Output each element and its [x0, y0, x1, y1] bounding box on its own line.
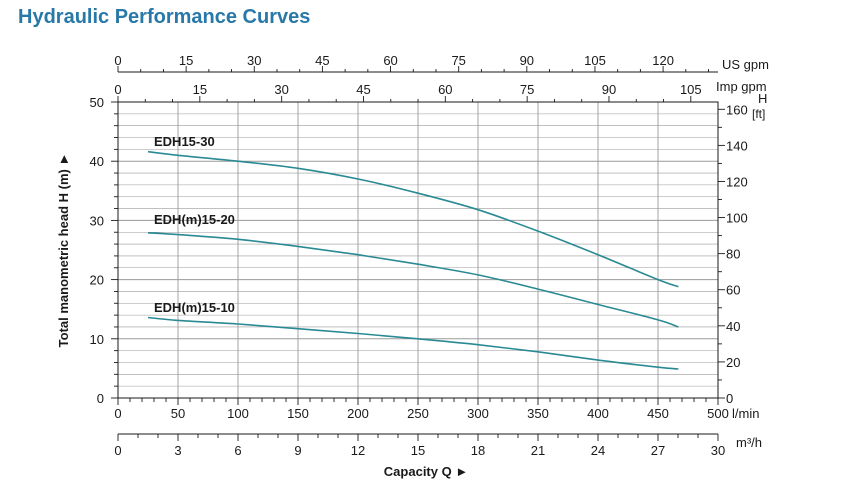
y-right-unit-sublabel: [ft]: [752, 107, 765, 121]
x-usgpm-tick-label: 90: [520, 53, 534, 68]
y-right-tick-label: 80: [726, 247, 740, 262]
y-right-tick-label: 60: [726, 283, 740, 298]
x-tick-label: 400: [587, 406, 609, 421]
y-tick-label: 0: [97, 391, 104, 406]
x-tick-label: 450: [647, 406, 669, 421]
performance-curves: [147, 150, 679, 370]
x-usgpm-tick-label: 60: [383, 53, 397, 68]
curve-label: EDH(m)15-20: [154, 212, 235, 227]
x-impgpm-tick-label: 105: [680, 82, 702, 97]
x-tick-label: 200: [347, 406, 369, 421]
x-tick-label: 50: [171, 406, 185, 421]
x-m3h-tick-label: 6: [234, 443, 241, 458]
x-impgpm-tick-label: 60: [438, 82, 452, 97]
x-usgpm-unit-label: US gpm: [722, 57, 769, 72]
x-usgpm-tick-label: 75: [451, 53, 465, 68]
y-tick-label: 50: [90, 95, 104, 110]
x-m3h-unit-label: m³/h: [736, 435, 762, 450]
y-tick-label: 20: [90, 273, 104, 288]
y-right-tick-label: 140: [726, 138, 748, 153]
x-m3h-tick-label: 0: [114, 443, 121, 458]
x-tick-label: 250: [407, 406, 429, 421]
curve-2: [147, 232, 679, 328]
y-right-tick-label: 120: [726, 174, 748, 189]
x-impgpm-tick-label: 90: [602, 82, 616, 97]
x-unit-label: l/min: [732, 406, 759, 421]
curve-1: [147, 150, 679, 288]
y-right-tick-label: 160: [726, 102, 748, 117]
x-m3h-tick-label: 30: [711, 443, 725, 458]
x-impgpm-unit-label: Imp gpm: [716, 79, 767, 94]
x-m3h-tick-label: 18: [471, 443, 485, 458]
x-tick-label: 300: [467, 406, 489, 421]
x-tick-label: 350: [527, 406, 549, 421]
y-tick-label: 10: [90, 332, 104, 347]
x-m3h-tick-label: 3: [174, 443, 181, 458]
y-right-tick-label: 40: [726, 319, 740, 334]
y-right-unit-label: H: [758, 91, 767, 106]
y-right-tick-label: 100: [726, 211, 748, 226]
x-m3h-tick-label: 15: [411, 443, 425, 458]
x-tick-label: 100: [227, 406, 249, 421]
curve-label: EDH(m)15-10: [154, 300, 235, 315]
x-m3h-tick-label: 27: [651, 443, 665, 458]
x-impgpm-tick-label: 0: [114, 82, 121, 97]
y-tick-label: 30: [90, 213, 104, 228]
grid-major-lines: [118, 102, 718, 398]
page-title: Hydraulic Performance Curves: [18, 6, 311, 28]
curve-3: [147, 316, 679, 370]
x-m3h-tick-label: 12: [351, 443, 365, 458]
y-tick-label: 40: [90, 154, 104, 169]
x-tick-label: 500: [707, 406, 729, 421]
x-axis-title: Capacity Q ►: [384, 464, 468, 479]
y-axis-title: Total manometric head H (m) ►: [56, 153, 71, 348]
x-m3h-tick-label: 9: [294, 443, 301, 458]
x-usgpm-tick-label: 45: [315, 53, 329, 68]
x-impgpm-tick-label: 15: [193, 82, 207, 97]
axis-ticks: [111, 66, 725, 441]
x-m3h-tick-label: 24: [591, 443, 605, 458]
x-usgpm-tick-label: 0: [114, 53, 121, 68]
x-usgpm-tick-label: 105: [584, 53, 606, 68]
x-impgpm-tick-label: 45: [356, 82, 370, 97]
x-tick-label: 0: [114, 406, 121, 421]
x-usgpm-tick-label: 30: [247, 53, 261, 68]
curve-label: EDH15-30: [154, 134, 215, 149]
y-right-tick-label: 0: [726, 391, 733, 406]
x-usgpm-tick-label: 120: [652, 53, 674, 68]
y-right-tick-label: 20: [726, 355, 740, 370]
x-m3h-tick-label: 21: [531, 443, 545, 458]
x-impgpm-tick-label: 30: [274, 82, 288, 97]
x-tick-label: 150: [287, 406, 309, 421]
x-usgpm-tick-label: 15: [179, 53, 193, 68]
x-impgpm-tick-label: 75: [520, 82, 534, 97]
